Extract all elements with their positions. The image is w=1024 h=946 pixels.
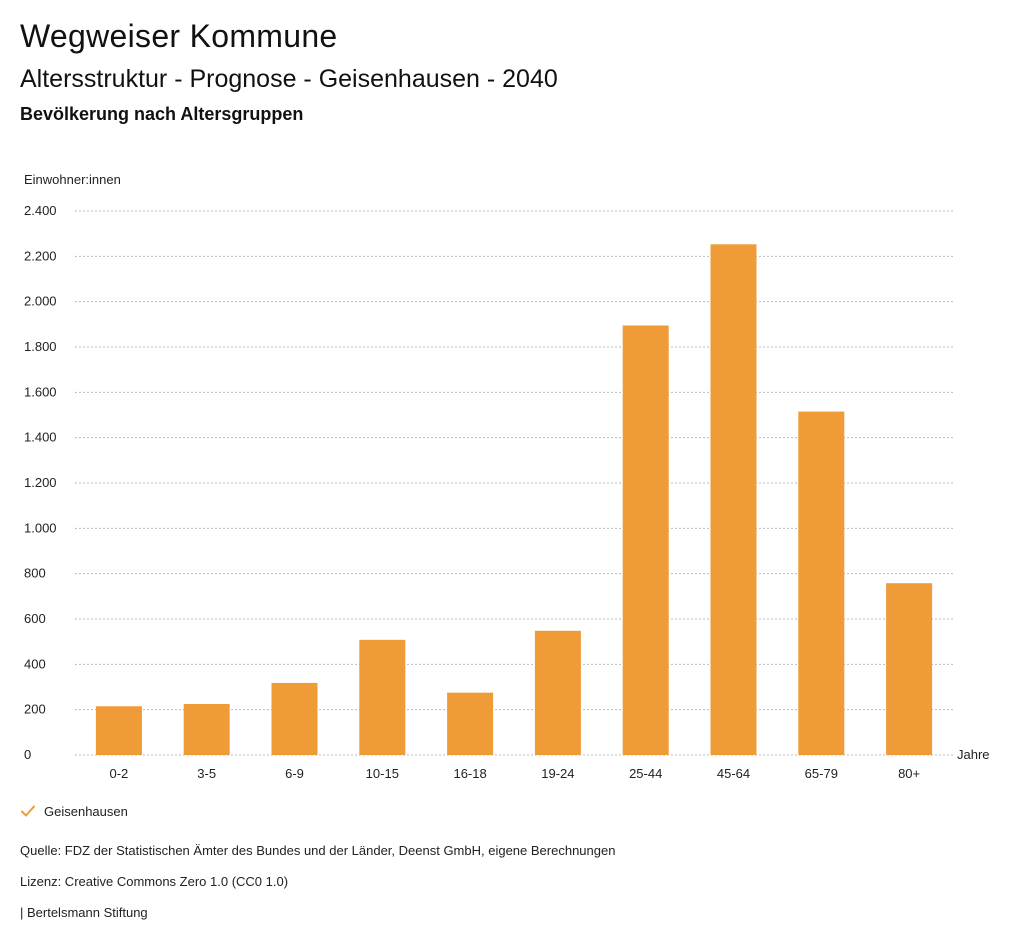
- y-tick-label: 2.200: [24, 248, 57, 263]
- bar-19-24[interactable]: [534, 630, 581, 755]
- y-tick-label: 2.000: [24, 294, 57, 309]
- y-axis-title: Einwohner:innen: [24, 172, 121, 187]
- x-axis-title: Jahre: [957, 747, 990, 762]
- bar-3-5[interactable]: [183, 704, 230, 755]
- app-title: Wegweiser Kommune: [20, 18, 338, 54]
- bar-6-9[interactable]: [271, 682, 318, 755]
- x-tick-label: 16-18: [453, 766, 486, 781]
- y-tick-label: 1.600: [24, 384, 57, 399]
- bar-chart: Einwohner:innen 0 200 400 600 800 1.000 1.200 1.…: [24, 172, 990, 781]
- x-tick-label: 3-5: [197, 766, 216, 781]
- chart-subtitle: Bevölkerung nach Altersgruppen: [20, 104, 304, 124]
- y-tick-label: 0: [24, 747, 31, 762]
- bar-16-18[interactable]: [447, 692, 494, 755]
- bar-45-64[interactable]: [710, 244, 757, 755]
- x-tick-label: 80+: [898, 766, 920, 781]
- x-tick-label: 10-15: [366, 766, 399, 781]
- y-tick-label: 800: [24, 566, 46, 581]
- x-tick-label: 6-9: [285, 766, 304, 781]
- x-tick-label: 65-79: [805, 766, 838, 781]
- y-tick-label: 2.400: [24, 203, 57, 218]
- y-tick-label: 1.000: [24, 520, 57, 535]
- y-tick-label: 200: [24, 702, 46, 717]
- publisher-note: | Bertelsmann Stiftung: [20, 905, 148, 920]
- x-tick-label: 19-24: [541, 766, 574, 781]
- legend[interactable]: Geisenhausen: [20, 803, 128, 819]
- y-tick-label: 1.200: [24, 475, 57, 490]
- x-tick-label: 25-44: [629, 766, 662, 781]
- source-note: Quelle: FDZ der Statistischen Ämter des …: [20, 843, 616, 858]
- x-tick-label: 45-64: [717, 766, 750, 781]
- legend-label-geisenhausen: Geisenhausen: [44, 803, 128, 819]
- y-tick-label: 1.400: [24, 430, 57, 445]
- bar-0-2[interactable]: [95, 706, 142, 755]
- y-tick-label: 600: [24, 611, 46, 626]
- y-tick-label: 400: [24, 656, 46, 671]
- license-note: Lizenz: Creative Commons Zero 1.0 (CC0 1…: [20, 874, 289, 889]
- x-tick-label: 0-2: [110, 766, 129, 781]
- bar-80plus[interactable]: [886, 583, 933, 755]
- y-tick-label: 1.800: [24, 339, 57, 354]
- check-icon: [21, 805, 35, 817]
- bar-25-44[interactable]: [622, 325, 669, 755]
- bar-10-15[interactable]: [359, 639, 406, 755]
- bar-65-79[interactable]: [798, 411, 845, 755]
- chart-title: Altersstruktur - Prognose - Geisenhausen…: [20, 65, 558, 93]
